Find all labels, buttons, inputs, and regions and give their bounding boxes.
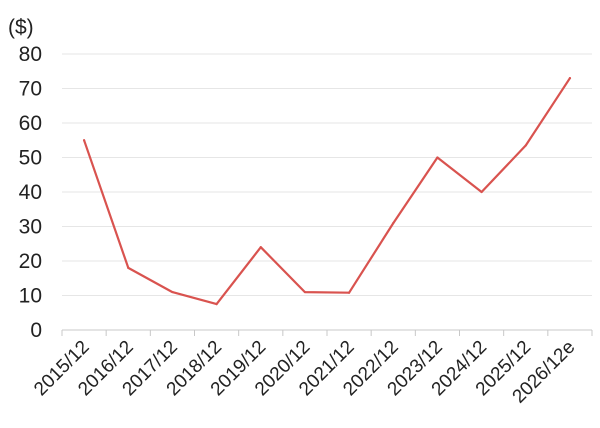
y-axis-tick-labels: 0 10 20 30 40 50 60 70 80 [19, 43, 42, 342]
axes [61, 329, 593, 336]
y-tick-label: 10 [19, 285, 42, 308]
y-axis-unit-label: ($) [8, 16, 34, 39]
y-tick-label: 0 [30, 319, 42, 342]
data-point [171, 290, 174, 294]
data-point [215, 303, 218, 306]
y-tick-label: 40 [19, 181, 42, 204]
gridlines [62, 53, 592, 296]
data-point [259, 246, 262, 249]
series-line-0 [82, 77, 572, 306]
data-point [480, 190, 483, 194]
data-point [127, 266, 130, 269]
y-tick-label: 60 [19, 112, 42, 135]
data-point [82, 139, 86, 142]
x-axis-tick-labels: 2015/122016/122017/122018/122019/122020/… [30, 337, 579, 408]
data-point [436, 156, 439, 159]
y-tick-label: 50 [19, 147, 42, 170]
data-point [347, 291, 351, 294]
data-point [392, 221, 395, 225]
y-tick-label: 20 [19, 250, 42, 273]
data-point [303, 290, 307, 294]
y-tick-label: 30 [19, 216, 42, 239]
data-point [524, 144, 527, 147]
series-layer [82, 77, 572, 306]
y-tick-label: 80 [19, 43, 42, 66]
y-tick-label: 70 [19, 78, 42, 101]
data-point [568, 77, 572, 80]
